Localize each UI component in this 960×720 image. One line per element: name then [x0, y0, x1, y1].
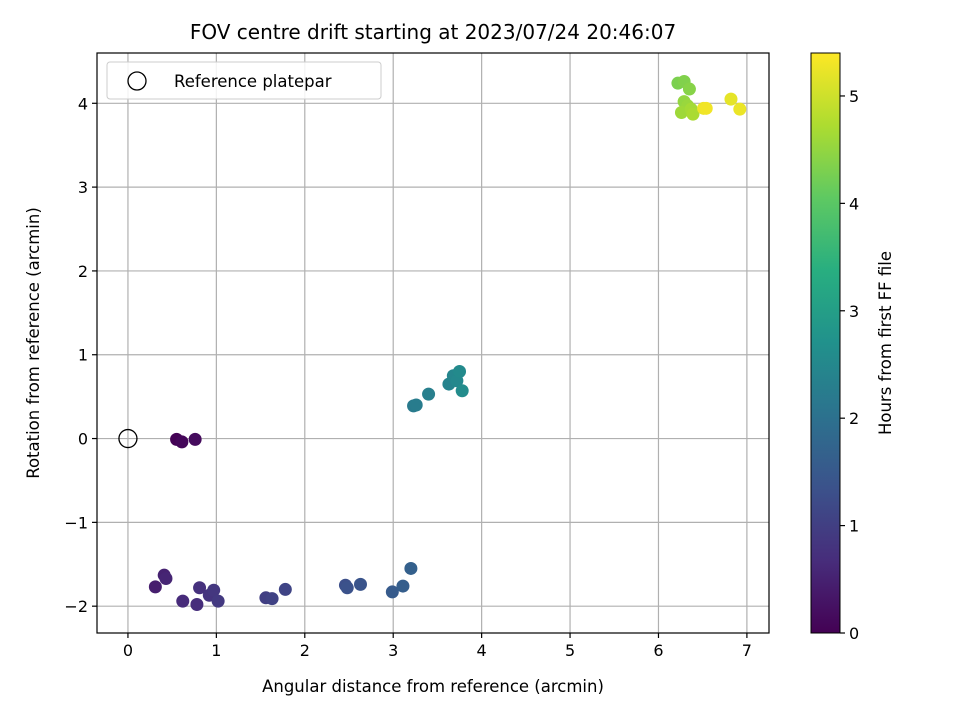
- data-point: [686, 107, 700, 121]
- data-point: [148, 580, 162, 594]
- chart-title: FOV centre drift starting at 2023/07/24 …: [190, 20, 676, 44]
- colorbar-tick-label: 3: [849, 302, 859, 321]
- data-point: [404, 561, 418, 575]
- data-point: [176, 594, 190, 608]
- colorbar-gradient: [810, 52, 841, 634]
- data-point: [733, 102, 747, 116]
- data-point: [353, 577, 367, 591]
- data-point: [682, 82, 696, 96]
- colorbar-tick-label: 5: [849, 87, 859, 106]
- reference-layer: [118, 428, 138, 449]
- data-point: [724, 92, 738, 106]
- grid: [97, 53, 769, 633]
- y-tick-label: −1: [64, 513, 88, 532]
- legend-marker-icon: [127, 71, 147, 91]
- legend-box: [106, 61, 382, 100]
- legend-entry-reference-platepar: Reference platepar: [174, 72, 332, 91]
- data-point: [211, 594, 225, 608]
- plot-frame: [96, 52, 770, 634]
- data-points: [148, 74, 747, 612]
- x-tick-label: 1: [211, 641, 221, 660]
- x-tick-label: 3: [388, 641, 398, 660]
- colorbar: 0 1 2 3 4 5 Hours from first FF file: [810, 52, 895, 643]
- data-point: [409, 398, 423, 412]
- colorbar-tick-label: 2: [849, 409, 859, 428]
- data-point: [159, 572, 173, 586]
- data-point: [396, 579, 410, 593]
- x-tick-label: 6: [653, 641, 663, 660]
- colorbar-ticks: 0 1 2 3 4 5: [840, 87, 859, 643]
- y-tick-label: 3: [78, 178, 88, 197]
- data-point: [340, 581, 354, 595]
- reference-platepar-marker: [118, 428, 138, 449]
- x-tick-label: 0: [123, 641, 133, 660]
- data-point: [422, 387, 436, 401]
- data-point: [265, 592, 279, 606]
- data-point: [175, 435, 189, 449]
- data-point: [193, 581, 207, 595]
- y-axis-ticks: −2 −1 0 1 2 3 4: [64, 94, 97, 616]
- data-point: [385, 585, 399, 599]
- x-tick-label: 2: [300, 641, 310, 660]
- x-axis-ticks: 0 1 2 3 4 5 6 7: [123, 633, 752, 660]
- x-tick-label: 4: [477, 641, 487, 660]
- legend: Reference platepar: [106, 61, 382, 100]
- x-axis-label: Angular distance from reference (arcmin): [262, 677, 604, 696]
- data-point: [455, 384, 469, 398]
- data-point: [188, 432, 202, 446]
- data-point: [207, 583, 221, 597]
- y-tick-label: 2: [78, 262, 88, 281]
- colorbar-tick-label: 4: [849, 194, 859, 213]
- colorbar-tick-label: 1: [849, 517, 859, 536]
- x-tick-label: 7: [742, 641, 752, 660]
- y-tick-label: 4: [78, 94, 88, 113]
- data-point: [190, 598, 204, 612]
- data-point: [699, 101, 713, 115]
- y-tick-label: 1: [78, 346, 88, 365]
- plot-background: [97, 53, 769, 633]
- data-point: [278, 582, 292, 596]
- y-tick-label: −2: [64, 597, 88, 616]
- x-tick-label: 5: [565, 641, 575, 660]
- data-point: [453, 364, 467, 378]
- y-axis-label: Rotation from reference (arcmin): [24, 207, 43, 479]
- colorbar-tick-label: 0: [849, 624, 859, 643]
- y-tick-label: 0: [78, 430, 88, 449]
- colorbar-label: Hours from first FF file: [876, 251, 895, 435]
